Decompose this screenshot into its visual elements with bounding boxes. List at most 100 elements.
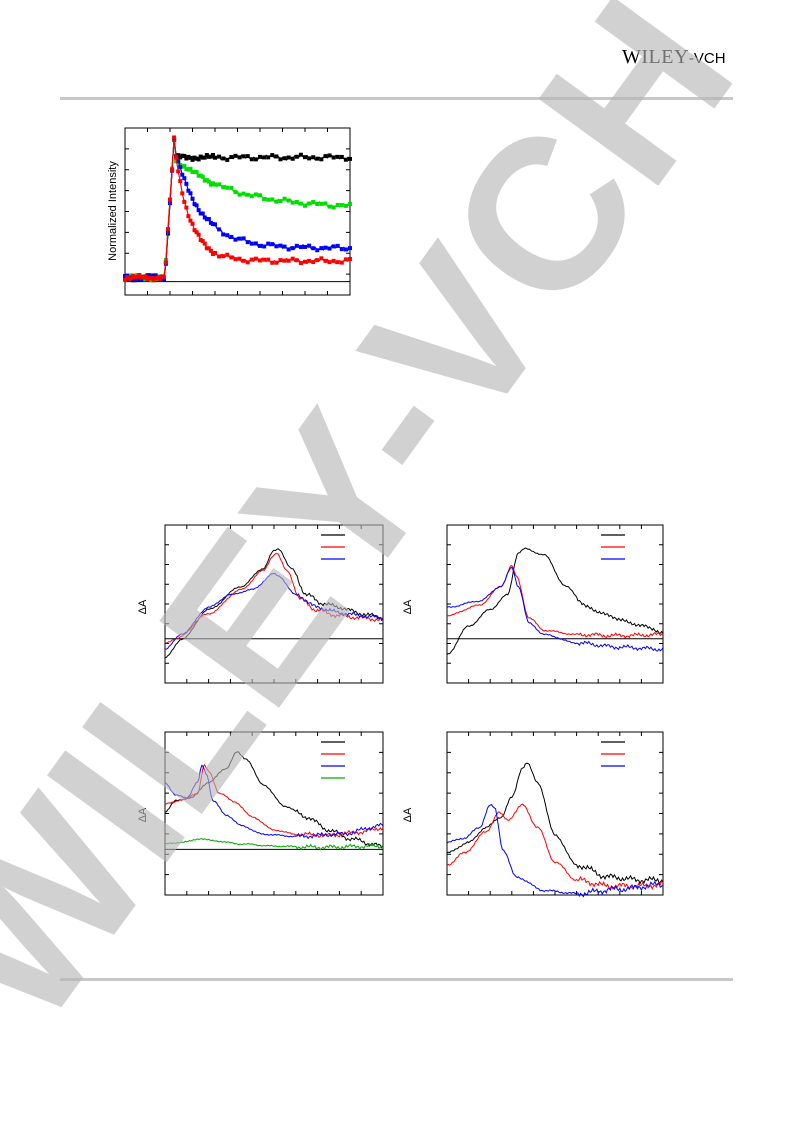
kinetics-data-point xyxy=(327,260,332,265)
kinetics-data-point xyxy=(274,199,279,204)
kinetics-data-point xyxy=(241,258,246,263)
kinetics-data-point xyxy=(145,273,150,278)
kinetics-data-point xyxy=(178,179,183,184)
kinetics-data-point xyxy=(335,260,340,265)
kinetics-data-point xyxy=(327,153,332,158)
kinetics-data-point xyxy=(198,154,203,159)
kinetics-data-point xyxy=(123,277,127,282)
kinetics-data-point xyxy=(270,197,275,202)
header-rule xyxy=(60,97,733,100)
kinetics-data-point xyxy=(311,155,316,160)
kinetics-data-point xyxy=(266,241,271,246)
kinetics-data-point xyxy=(194,203,199,208)
kinetics-data-point xyxy=(186,167,191,172)
kinetics-data-point xyxy=(327,204,332,209)
kinetics-data-point xyxy=(294,200,299,205)
kinetics-data-point xyxy=(194,230,199,235)
kinetics-data-point xyxy=(129,273,134,278)
kinetics-data-point xyxy=(182,176,187,181)
kinetics-frame xyxy=(124,127,351,296)
kinetics-data-point xyxy=(200,239,205,244)
kinetics-data-point xyxy=(278,199,283,204)
kinetics-data-point xyxy=(202,155,207,160)
kinetics-data-point xyxy=(213,250,217,255)
kinetics-data-point xyxy=(315,258,320,263)
kinetics-data-point xyxy=(208,220,213,225)
kinetics-data-point xyxy=(206,246,211,251)
kinetics-data-point xyxy=(225,185,230,190)
kinetics-data-point xyxy=(229,185,234,190)
kinetics-data-point xyxy=(266,257,271,262)
kinetics-data-point xyxy=(147,273,152,278)
kinetics-data-point xyxy=(141,275,146,280)
kinetics-data-point xyxy=(217,154,222,159)
kinetics-data-point xyxy=(153,273,158,278)
kinetics-data-point xyxy=(182,153,187,158)
kinetics-data-point xyxy=(303,155,307,160)
kinetics-data-point xyxy=(137,276,142,281)
kinetics-data-point xyxy=(270,242,275,247)
kinetics-data-point xyxy=(190,221,195,226)
kinetics-data-point xyxy=(131,275,136,280)
kinetics-data-point xyxy=(200,211,205,216)
kinetics-data-point xyxy=(198,211,203,216)
kinetics-data-point xyxy=(229,155,234,160)
kinetics-data-point xyxy=(157,277,162,282)
kinetics-data-point xyxy=(133,278,138,283)
kinetics-data-point xyxy=(190,196,195,201)
kinetics-data-point xyxy=(262,257,267,262)
kinetics-data-point xyxy=(233,190,238,195)
kinetics-data-point xyxy=(266,197,271,202)
kinetics-data-point xyxy=(262,197,267,202)
kinetics-data-point xyxy=(307,243,312,248)
spectra-c-series-line xyxy=(164,764,384,840)
kinetics-data-point xyxy=(182,199,187,204)
kinetics-data-point xyxy=(323,201,328,206)
kinetics-data-point xyxy=(294,243,299,248)
kinetics-data-point xyxy=(266,155,271,160)
kinetics-data-point xyxy=(208,248,213,253)
kinetics-data-point xyxy=(274,244,279,249)
kinetics-data-point xyxy=(286,258,291,263)
kinetics-data-point xyxy=(319,201,324,206)
kinetics-data-point xyxy=(241,154,246,159)
kinetics-data-point xyxy=(129,276,134,281)
kinetics-data-point xyxy=(270,153,275,158)
kinetics-data-point xyxy=(343,257,348,262)
footer-rule xyxy=(60,978,733,981)
kinetics-data-point xyxy=(331,258,336,263)
kinetics-data-point xyxy=(192,228,197,233)
kinetics-data-point xyxy=(190,169,195,174)
kinetics-data-point xyxy=(135,274,140,279)
kinetics-data-point xyxy=(241,236,246,241)
kinetics-data-point xyxy=(196,208,201,213)
kinetics-data-point xyxy=(204,246,209,251)
kinetics-data-point xyxy=(151,278,156,283)
spectra-c-series-line xyxy=(164,763,384,839)
kinetics-data-point xyxy=(213,182,217,187)
kinetics-data-point xyxy=(241,191,246,196)
spectra-b-series-line xyxy=(446,566,664,652)
kinetics-data-point xyxy=(262,155,267,160)
kinetics-data-point xyxy=(208,182,213,187)
kinetics-data-point xyxy=(196,232,201,237)
kinetics-data-point xyxy=(237,256,242,261)
kinetics-data-point xyxy=(137,273,142,278)
kinetics-data-point xyxy=(233,153,238,158)
kinetics-data-point xyxy=(155,275,160,280)
kinetics-data-point xyxy=(217,182,222,187)
kinetics-data-point xyxy=(339,154,344,159)
kinetics-data-point xyxy=(348,246,352,251)
kinetics-data-point xyxy=(282,258,287,263)
kinetics-data-point xyxy=(245,260,250,265)
kinetics-data-point xyxy=(188,155,193,160)
kinetics-data-point xyxy=(237,236,242,241)
publisher-separator: - xyxy=(688,50,694,67)
kinetics-data-point xyxy=(298,201,303,206)
kinetics-data-point xyxy=(192,202,197,207)
kinetics-data-point xyxy=(180,153,185,158)
kinetics-data-point xyxy=(253,192,258,197)
kinetics-data-point xyxy=(286,155,291,160)
kinetics-data-point xyxy=(213,222,217,227)
